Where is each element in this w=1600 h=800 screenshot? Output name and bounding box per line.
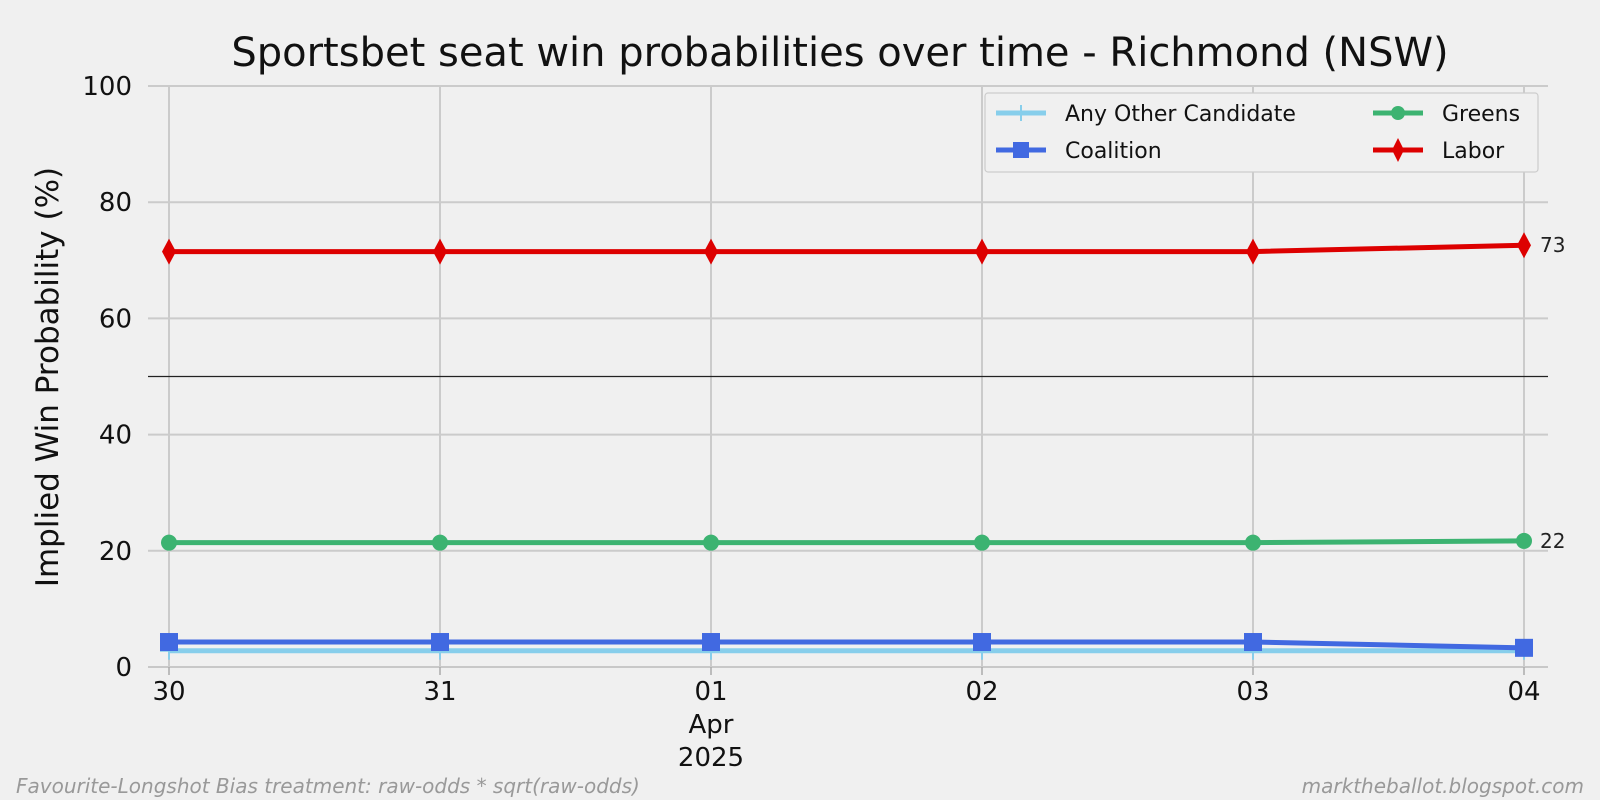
series-line: [169, 538, 1525, 546]
x-tick-label: 03: [1236, 677, 1269, 707]
data-point: [704, 238, 718, 265]
data-point: [161, 534, 177, 551]
footnote-method: Favourite-Longshot Bias treatment: raw-o…: [16, 774, 640, 798]
series-line: [169, 639, 1525, 651]
legend-item-labor: Labor: [1373, 138, 1505, 164]
end-value-label: 73: [1540, 233, 1565, 257]
footnote-source: marktheballot.blogspot.com: [1301, 774, 1584, 798]
x-tick-label: 30: [152, 677, 185, 707]
legend-item-greens: Greens: [1373, 102, 1520, 127]
data-point: [702, 633, 720, 652]
data-point: [974, 534, 990, 551]
data-point: [160, 633, 178, 652]
data-point: [431, 633, 449, 652]
series-coalition: [160, 633, 1533, 657]
grid: [148, 85, 1548, 675]
data-point: [162, 238, 176, 265]
data-point: [432, 534, 448, 551]
data-point: [1013, 105, 1029, 121]
x-secondary-label: Apr: [689, 710, 734, 740]
data-point: [433, 238, 447, 265]
legend-item-coalition: Coalition: [996, 139, 1162, 164]
y-tick-label: 20: [99, 537, 132, 567]
data-point: [975, 238, 989, 265]
data-point: [1515, 638, 1533, 657]
legend-label: Any Other Candidate: [1065, 102, 1296, 127]
y-tick-label: 0: [115, 653, 132, 683]
legend-item-any-other-candidate: Any Other Candidate: [996, 102, 1296, 127]
data-point: [1246, 238, 1260, 265]
y-tick-label: 100: [82, 72, 132, 102]
x-tick-label: 02: [965, 677, 998, 707]
data-point: [1516, 532, 1532, 549]
legend-label: Coalition: [1065, 139, 1162, 164]
x-tick-label: 04: [1507, 677, 1540, 707]
data-point: [1391, 106, 1405, 120]
data-point: [1245, 534, 1261, 551]
y-tick-label: 60: [99, 304, 132, 334]
data-point: [1244, 633, 1262, 652]
legend-label: Labor: [1442, 139, 1505, 164]
series-greens: [161, 532, 1532, 551]
y-tick-label: 40: [99, 421, 132, 451]
data-point: [1392, 138, 1404, 162]
legend-label: Greens: [1442, 102, 1520, 127]
chart-title: Sportsbet seat win probabilities over ti…: [231, 30, 1448, 76]
x-secondary-label: 2025: [678, 743, 744, 773]
x-tick-label: 31: [423, 677, 456, 707]
series-line: [169, 242, 1525, 255]
data-point: [1013, 142, 1029, 158]
data-point: [973, 633, 991, 652]
series-labor: [162, 232, 1531, 265]
data-point: [1517, 232, 1531, 259]
data-point: [703, 534, 719, 551]
y-tick-label: 80: [99, 188, 132, 218]
end-value-label: 22: [1540, 529, 1565, 553]
series-layer: [160, 232, 1533, 660]
legend: Any Other Candidate Coalition Greens Labor: [984, 92, 1539, 173]
y-axis-label: Implied Win Probability (%): [30, 167, 66, 587]
x-tick-label: 01: [694, 677, 727, 707]
